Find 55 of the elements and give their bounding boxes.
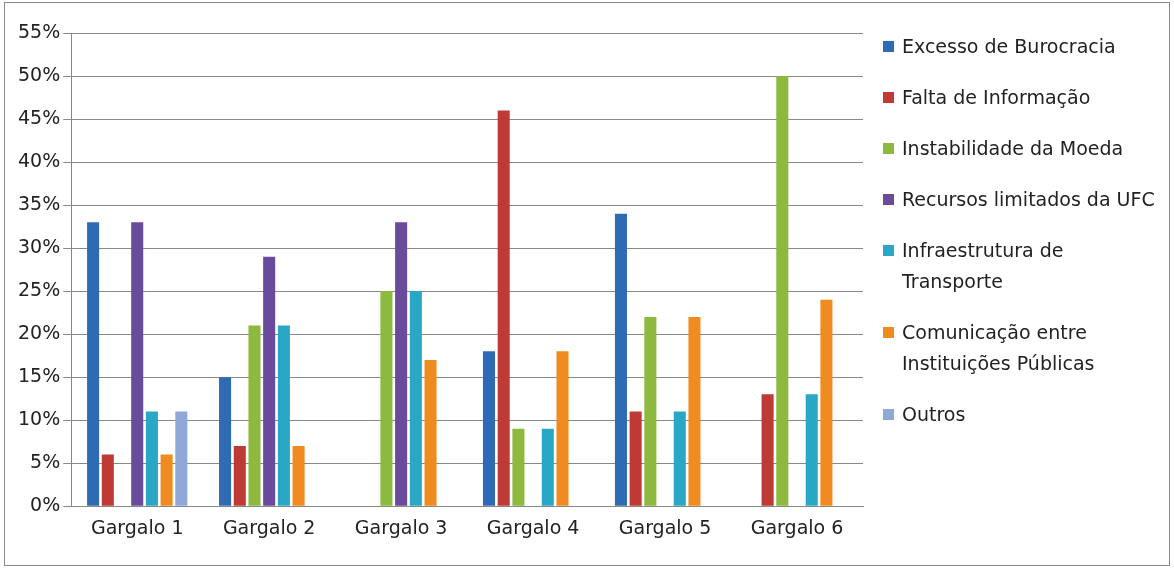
bar bbox=[395, 222, 408, 506]
legend-label: Instabilidade da Moeda bbox=[902, 136, 1124, 161]
bar bbox=[292, 445, 305, 506]
y-tick-label: 35% bbox=[18, 192, 61, 215]
y-tick-label: 20% bbox=[18, 321, 61, 344]
bar bbox=[541, 428, 554, 506]
y-tick-label: 25% bbox=[18, 278, 61, 301]
bar bbox=[497, 110, 510, 506]
bar bbox=[409, 291, 422, 506]
legend-label: Outros bbox=[902, 402, 966, 427]
bar bbox=[277, 325, 290, 506]
bar bbox=[688, 316, 701, 506]
bar bbox=[556, 351, 569, 506]
bar bbox=[614, 213, 627, 506]
y-tick-label: 10% bbox=[18, 407, 61, 430]
bar bbox=[160, 454, 173, 506]
x-tick-label: Gargalo 3 bbox=[354, 515, 448, 538]
x-tick-label: Gargalo 1 bbox=[90, 515, 184, 538]
bar bbox=[233, 445, 246, 506]
bar bbox=[380, 291, 393, 506]
bar bbox=[761, 394, 774, 506]
bar bbox=[805, 394, 818, 506]
legend-label: Comunicação entre Instituições Públicas bbox=[902, 320, 1096, 376]
bar bbox=[424, 359, 437, 506]
y-tick-label: 45% bbox=[18, 105, 61, 128]
x-tick-label: Gargalo 4 bbox=[486, 515, 580, 538]
legend-label: Falta de Informação bbox=[902, 85, 1091, 110]
bar bbox=[482, 351, 496, 506]
x-tick-label: Gargalo 5 bbox=[618, 515, 712, 538]
y-tick-label: 30% bbox=[18, 235, 61, 258]
bar bbox=[644, 316, 657, 506]
bar bbox=[820, 299, 833, 506]
legend-label: Infraestrutura de Transporte bbox=[902, 238, 1065, 294]
bar bbox=[87, 222, 100, 506]
x-tick-label: Gargalo 2 bbox=[222, 515, 316, 538]
y-tick-label: 0% bbox=[30, 493, 61, 516]
bar bbox=[263, 256, 276, 506]
legend-label: Recursos limitados da UFC bbox=[902, 187, 1155, 212]
y-tick-label: 50% bbox=[18, 62, 61, 85]
legend-label: Excesso de Burocracia bbox=[902, 34, 1116, 59]
bar bbox=[175, 411, 188, 506]
y-tick-label: 5% bbox=[30, 450, 61, 473]
bar bbox=[673, 411, 686, 506]
bar bbox=[219, 377, 232, 506]
bar bbox=[629, 411, 642, 506]
bar bbox=[776, 76, 789, 506]
bar bbox=[248, 325, 261, 506]
bar bbox=[101, 454, 114, 506]
bar bbox=[512, 428, 525, 506]
bar bbox=[145, 411, 158, 506]
bar bbox=[131, 222, 144, 506]
y-tick-label: 40% bbox=[18, 148, 61, 171]
x-tick-label: Gargalo 6 bbox=[750, 515, 844, 538]
y-tick-label: 55% bbox=[18, 19, 61, 42]
y-tick-label: 15% bbox=[18, 364, 61, 387]
